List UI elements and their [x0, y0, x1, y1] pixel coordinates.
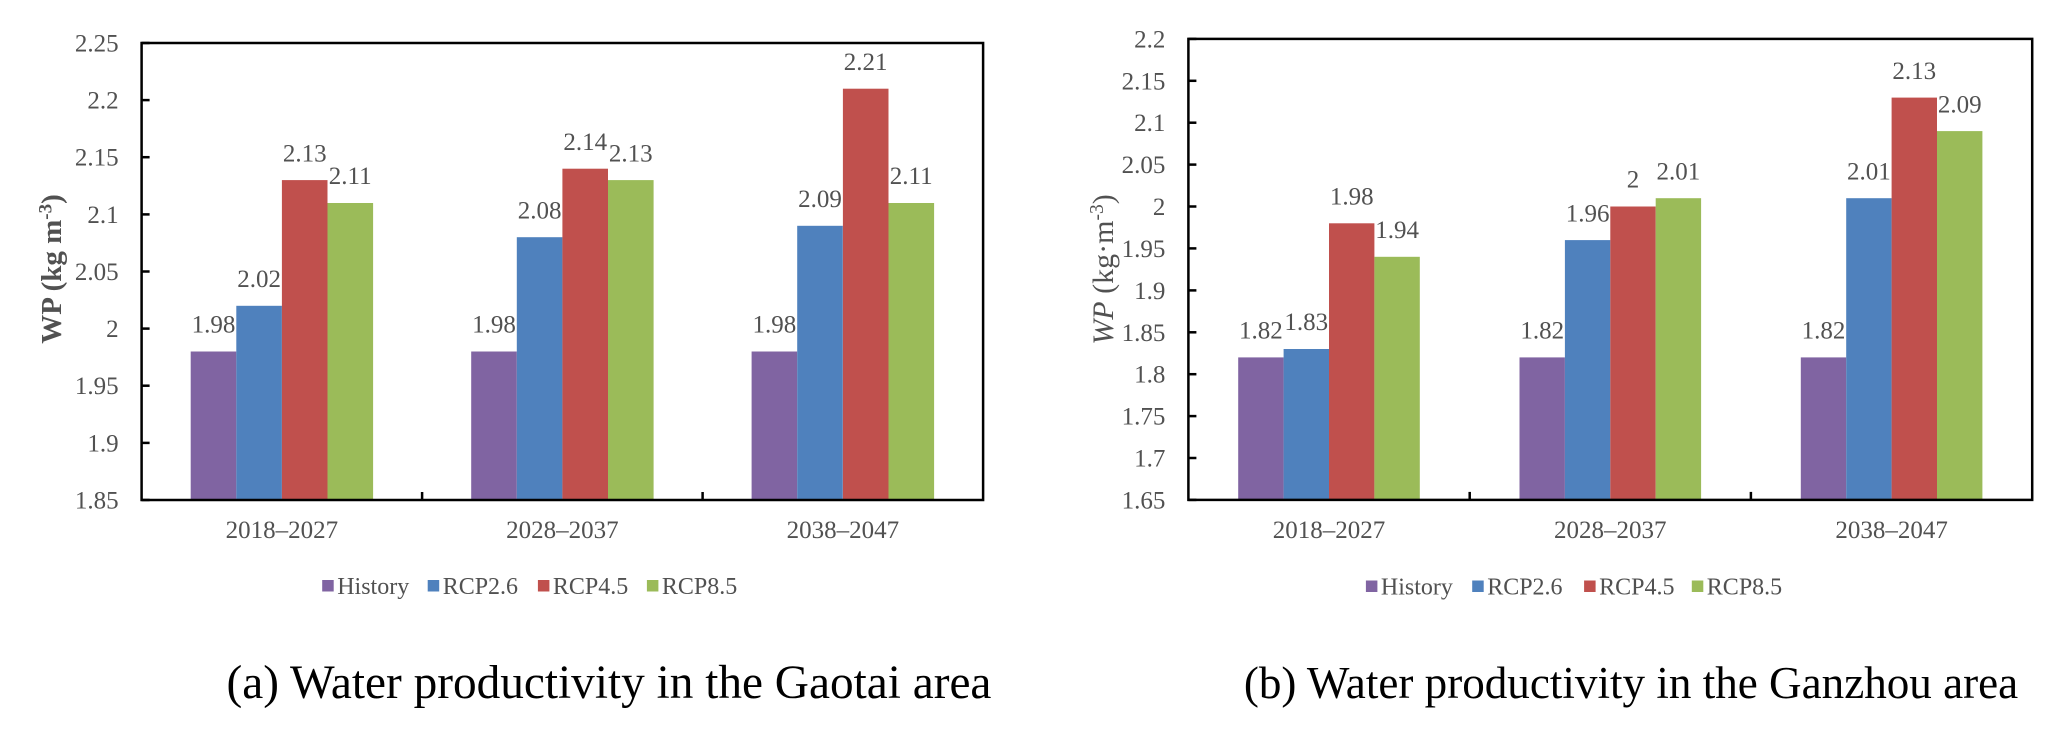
svg-text:1.95: 1.95: [75, 373, 119, 400]
svg-text:2.13: 2.13: [1892, 58, 1936, 85]
svg-text:RCP2.6: RCP2.6: [1487, 575, 1562, 601]
svg-text:2.15: 2.15: [75, 145, 119, 172]
svg-text:2.01: 2.01: [1657, 158, 1701, 185]
svg-text:2.14: 2.14: [563, 129, 607, 156]
svg-text:2038–2047: 2038–2047: [1835, 517, 1948, 544]
svg-text:1.9: 1.9: [87, 430, 118, 457]
svg-text:2.08: 2.08: [518, 197, 562, 224]
svg-text:2.13: 2.13: [283, 140, 327, 167]
svg-text:2.11: 2.11: [890, 163, 933, 190]
svg-text:1.82: 1.82: [1239, 318, 1283, 345]
svg-text:1.98: 1.98: [192, 312, 236, 339]
svg-text:2018–2027: 2018–2027: [1273, 517, 1386, 544]
svg-text:1.96: 1.96: [1566, 200, 1610, 227]
svg-text:2.09: 2.09: [1938, 91, 1982, 118]
svg-text:2.15: 2.15: [1122, 68, 1166, 95]
svg-text:2.02: 2.02: [237, 266, 281, 293]
svg-text:1.98: 1.98: [1330, 184, 1374, 211]
svg-text:1.98: 1.98: [472, 312, 516, 339]
svg-text:1.95: 1.95: [1122, 236, 1166, 263]
svg-text:1.82: 1.82: [1520, 318, 1564, 345]
svg-text:1.85: 1.85: [75, 488, 119, 515]
svg-text:History: History: [1381, 575, 1453, 601]
svg-text:(a) Water productivity in the: (a) Water productivity in the Gaotai are…: [227, 657, 992, 709]
svg-text:RCP2.6: RCP2.6: [443, 574, 518, 600]
svg-text:RCP8.5: RCP8.5: [662, 574, 737, 600]
svg-text:2.05: 2.05: [75, 259, 119, 286]
svg-text:2.11: 2.11: [329, 163, 372, 190]
svg-text:2: 2: [106, 316, 119, 343]
svg-text:2018–2027: 2018–2027: [226, 517, 339, 544]
svg-text:2028–2037: 2028–2037: [1554, 517, 1667, 544]
svg-text:1.65: 1.65: [1122, 487, 1166, 514]
svg-text:2.1: 2.1: [87, 202, 118, 229]
svg-text:1.75: 1.75: [1122, 404, 1166, 431]
svg-text:1.83: 1.83: [1284, 309, 1328, 336]
svg-text:2.13: 2.13: [609, 140, 653, 167]
svg-text:(b) Water productivity in the: (b) Water productivity in the Ganzhou ar…: [1244, 658, 2018, 708]
svg-text:1.9: 1.9: [1134, 278, 1165, 305]
svg-text:History: History: [337, 574, 409, 600]
svg-text:1.82: 1.82: [1802, 318, 1846, 345]
svg-text:RCP4.5: RCP4.5: [1599, 575, 1674, 601]
svg-text:2: 2: [1627, 167, 1640, 194]
svg-text:1.94: 1.94: [1375, 217, 1419, 244]
svg-text:1.98: 1.98: [753, 312, 797, 339]
svg-text:RCP4.5: RCP4.5: [553, 574, 628, 600]
svg-text:2038–2047: 2038–2047: [787, 517, 900, 544]
svg-text:2: 2: [1153, 194, 1166, 221]
svg-text:2.01: 2.01: [1847, 158, 1891, 185]
svg-text:2028–2037: 2028–2037: [506, 517, 619, 544]
svg-text:2.25: 2.25: [75, 31, 119, 58]
svg-text:2.2: 2.2: [87, 88, 118, 115]
svg-text:2.21: 2.21: [844, 49, 888, 76]
svg-text:2.05: 2.05: [1122, 152, 1166, 179]
svg-text:1.7: 1.7: [1134, 446, 1165, 473]
svg-text:RCP8.5: RCP8.5: [1707, 575, 1782, 601]
svg-text:2.2: 2.2: [1134, 26, 1165, 53]
svg-text:2.1: 2.1: [1134, 110, 1165, 137]
svg-text:1.85: 1.85: [1122, 320, 1166, 347]
svg-text:1.8: 1.8: [1134, 362, 1165, 389]
svg-text:2.09: 2.09: [798, 186, 842, 213]
